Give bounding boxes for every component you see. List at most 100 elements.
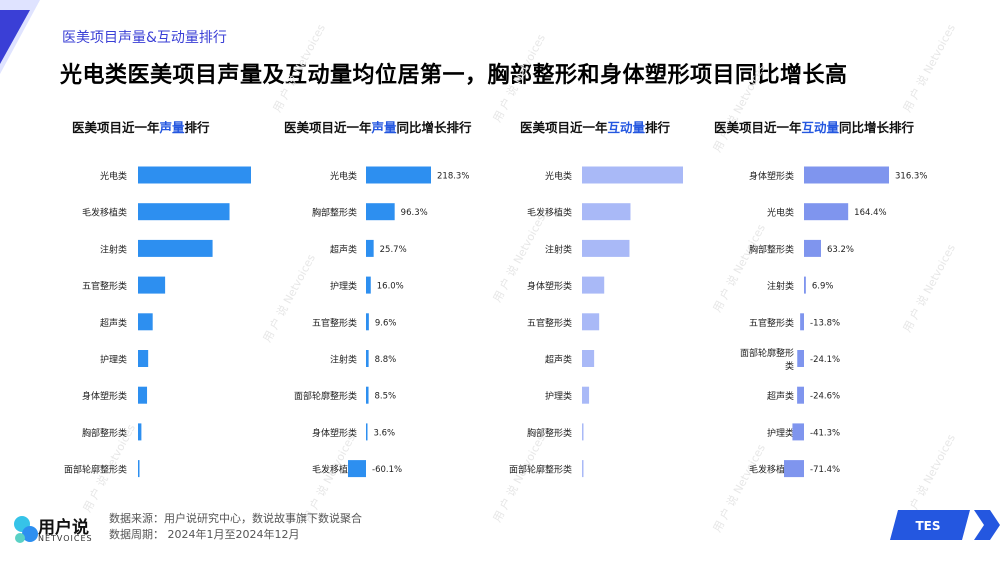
bar xyxy=(366,166,431,184)
bar xyxy=(582,203,631,221)
category-label: 身体塑形类 xyxy=(527,280,572,292)
category-label: 身体塑形类 xyxy=(749,170,794,182)
category-label: 护理类 xyxy=(330,280,357,292)
bar xyxy=(366,313,369,331)
bar xyxy=(800,313,804,331)
value-label: -71.4% xyxy=(810,465,840,475)
category-label: 身体塑形类 xyxy=(312,427,357,439)
category-label: 胸部整形类 xyxy=(749,243,794,255)
logo-text: 用户说 xyxy=(38,518,89,538)
bar xyxy=(804,239,821,257)
category-label: 注射类 xyxy=(100,243,127,255)
badge-label: TES xyxy=(915,519,940,533)
watermark-text: 用 户 说 Netvoices xyxy=(900,22,958,115)
bar xyxy=(582,460,584,478)
bar xyxy=(797,350,804,367)
page-badge: TES xyxy=(890,510,1000,540)
category-label: 毛发移植类 xyxy=(749,464,794,476)
panel-title-1: 医美项目近一年声量排行 xyxy=(72,120,210,135)
bar xyxy=(366,276,371,294)
category-label: 毛发移植类 xyxy=(312,464,357,476)
bar xyxy=(582,350,595,367)
category-label: 护理类 xyxy=(545,390,572,402)
value-label: 9.6% xyxy=(375,318,397,328)
panel-title-3: 医美项目近一年互动量排行 xyxy=(520,120,671,135)
bar xyxy=(582,239,630,257)
bar xyxy=(804,203,849,221)
category-label: 五官整形类 xyxy=(749,317,794,329)
value-label: 218.3% xyxy=(437,172,469,182)
value-label: -24.1% xyxy=(810,355,840,365)
category-label: 面部轮廓整形类 xyxy=(509,464,572,476)
bar xyxy=(138,460,140,478)
value-label: -60.1% xyxy=(372,465,402,475)
category-label: 面部轮廓整形类 xyxy=(294,390,357,402)
bar xyxy=(138,166,251,184)
category-label: 身体塑形类 xyxy=(82,390,127,402)
value-label: 25.7% xyxy=(380,245,407,255)
value-label: 3.6% xyxy=(374,428,396,438)
category-label: 护理类 xyxy=(100,354,127,366)
logo-subtext: NETVOICES xyxy=(38,534,93,543)
bar xyxy=(366,423,368,441)
bar xyxy=(366,203,395,221)
category-label: 五官整形类 xyxy=(527,317,572,329)
value-label: -24.6% xyxy=(810,392,840,402)
bar xyxy=(366,239,374,257)
category-label: 光电类 xyxy=(545,170,572,182)
bar xyxy=(348,460,366,478)
bar xyxy=(366,350,369,367)
corner-decoration xyxy=(0,0,46,74)
category-label: 光电类 xyxy=(330,170,357,182)
category-label: 光电类 xyxy=(100,170,127,182)
data-source: 数据来源：用户说研究中心，数说故事旗下数说聚合 数据周期： 2024年1月至20… xyxy=(109,512,362,541)
bar xyxy=(138,313,153,331)
category-label: 光电类 xyxy=(767,207,794,219)
value-label: 6.9% xyxy=(812,282,834,292)
category-label: 胸部整形类 xyxy=(312,207,357,219)
bar xyxy=(582,166,683,184)
bar xyxy=(582,276,605,294)
category-label: 超声类 xyxy=(330,243,357,255)
category-label: 注射类 xyxy=(767,280,794,292)
page-title: 光电类医美项目声量及互动量均位居第一，胸部整形和身体塑形项目同比增长高 xyxy=(60,63,848,88)
panel-title-2: 医美项目近一年声量同比增长排行 xyxy=(284,120,472,135)
category-label: 护理类 xyxy=(767,427,794,439)
category-label: 注射类 xyxy=(330,354,357,366)
bar xyxy=(582,423,584,441)
value-label: 8.8% xyxy=(375,355,397,365)
panel-title-4: 医美项目近一年互动量同比增长排行 xyxy=(714,120,915,135)
bar xyxy=(138,350,149,367)
value-label: 96.3% xyxy=(401,208,428,218)
bar xyxy=(138,386,148,404)
bar xyxy=(582,386,590,404)
value-label: -41.3% xyxy=(810,428,840,438)
value-label: 63.2% xyxy=(827,245,854,255)
bar xyxy=(138,239,213,257)
bar xyxy=(804,166,889,184)
value-label: 316.3% xyxy=(895,172,927,182)
category-label: 毛发移植类 xyxy=(527,207,572,219)
bar xyxy=(797,386,804,404)
category-label: 类 xyxy=(785,360,794,372)
chart-voice-growth: 光电类 218.3% 胸部整形类 96.3% 超声类 25.7% 护理类 16.0% 五官整形类… xyxy=(294,166,469,478)
category-label: 胸部整形类 xyxy=(82,427,127,439)
section-subtitle: 医美项目声量&互动量排行 xyxy=(62,30,227,46)
category-label: 超声类 xyxy=(100,317,127,329)
bar xyxy=(138,276,166,294)
bar xyxy=(138,423,142,441)
category-label: 面部轮廓整形类 xyxy=(64,464,127,476)
category-label: 超声类 xyxy=(767,390,794,402)
bar xyxy=(582,313,600,331)
value-label: 164.4% xyxy=(854,208,886,218)
category-label: 胸部整形类 xyxy=(527,427,572,439)
bar xyxy=(138,203,230,221)
category-label: 超声类 xyxy=(545,354,572,366)
category-label: 毛发移植类 xyxy=(82,207,127,219)
category-label: 注射类 xyxy=(545,243,572,255)
chart-interaction-growth: 身体塑形类 316.3% 光电类 164.4% 胸部整形类 63.2% 注射类 6.9% 五官整… xyxy=(740,166,927,478)
category-label: 面部轮廓整形 xyxy=(740,347,794,359)
category-label: 五官整形类 xyxy=(312,317,357,329)
